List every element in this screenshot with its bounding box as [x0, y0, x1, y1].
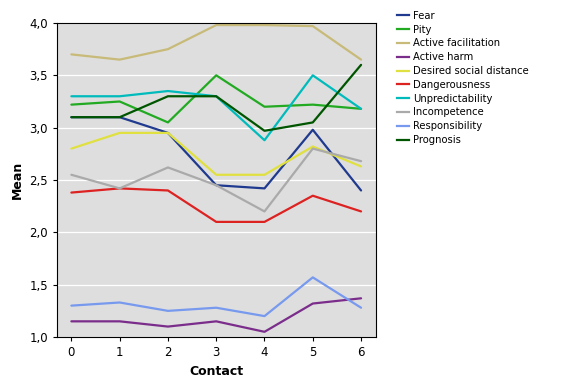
Legend: Fear, Pity, Active facilitation, Active harm, Desired social distance, Dangerous: Fear, Pity, Active facilitation, Active … [395, 9, 530, 147]
Y-axis label: Mean: Mean [11, 161, 24, 199]
X-axis label: Contact: Contact [189, 365, 244, 378]
